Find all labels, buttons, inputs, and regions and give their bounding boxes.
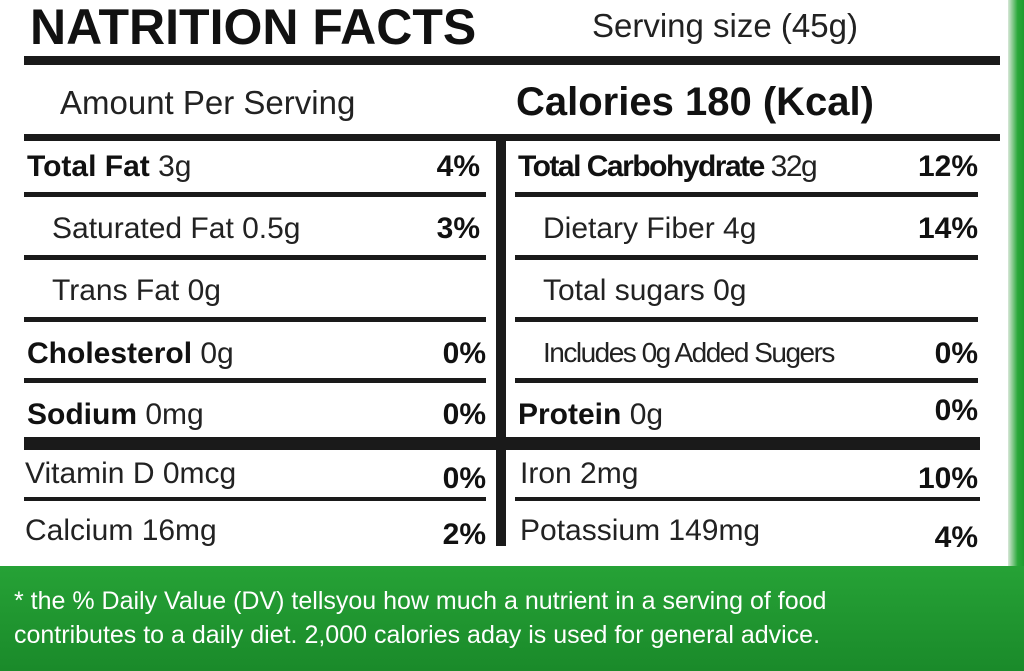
- row-rule: [515, 192, 978, 197]
- vitamin-d-row: Vitamin D 0mcg: [25, 457, 237, 490]
- footer-banner: [0, 566, 1024, 671]
- protein-row: Protein 0g: [518, 400, 663, 430]
- label-title: NATRITION FACTS: [30, 0, 477, 55]
- total-fat-amount: 3g: [149, 150, 192, 183]
- total-fat-row: Total Fat 3g: [27, 152, 192, 182]
- green-edge: [1008, 0, 1024, 566]
- calcium-row: Calcium 16mg: [25, 514, 217, 547]
- iron-dv: 10%: [917, 462, 978, 495]
- protein-label: Protein: [518, 398, 622, 431]
- cholesterol-amount: 0g: [192, 337, 234, 370]
- calories-value: Calories 180 (Kcal): [516, 80, 874, 124]
- protein-dv: 0%: [934, 394, 978, 427]
- row-rule: [24, 192, 486, 197]
- total-carbohydrate-label: Total Carbohydrate: [518, 150, 765, 183]
- footer-note-line1: * the % Daily Value (DV) tellsyou how mu…: [14, 587, 827, 615]
- row-rule: [515, 317, 978, 322]
- sodium-dv: 0%: [442, 398, 486, 431]
- sodium-amount: 0mg: [137, 398, 204, 431]
- sodium-label: Sodium: [27, 398, 137, 431]
- potassium-row: Potassium 149mg: [520, 514, 761, 547]
- column-divider-lower: [496, 450, 506, 546]
- trans-fat-row: Trans Fat 0g: [52, 274, 221, 307]
- cholesterol-dv: 0%: [442, 337, 486, 370]
- header-rule: [24, 56, 1000, 65]
- row-rule: [515, 255, 978, 260]
- saturated-fat-dv: 3%: [436, 212, 480, 245]
- cholesterol-label: Cholesterol: [27, 337, 193, 370]
- row-rule: [24, 317, 486, 322]
- amount-per-serving: Amount Per Serving: [60, 84, 356, 121]
- row-rule: [515, 378, 978, 383]
- minerals-rule: [24, 437, 980, 450]
- calcium-dv: 2%: [442, 518, 486, 551]
- column-divider-upper: [496, 141, 506, 437]
- added-sugars-dv: 0%: [934, 337, 978, 370]
- row-rule: [515, 497, 980, 501]
- cholesterol-row: Cholesterol 0g: [27, 339, 234, 369]
- iron-row: Iron 2mg: [520, 457, 639, 490]
- row-rule: [24, 497, 486, 501]
- total-carbohydrate-dv: 12%: [917, 150, 978, 183]
- total-sugars-row: Total sugars 0g: [543, 274, 747, 307]
- calories-rule: [24, 134, 1000, 141]
- added-sugars-row: Includes 0g Added Sugers: [543, 337, 835, 368]
- dietary-fiber-dv: 14%: [917, 212, 978, 245]
- total-fat-label: Total Fat: [27, 150, 150, 183]
- total-fat-dv: 4%: [436, 150, 480, 183]
- protein-amount: 0g: [621, 398, 664, 431]
- serving-size: Serving size (45g): [592, 7, 858, 44]
- total-carbohydrate-amount: 32g: [763, 150, 818, 183]
- saturated-fat-row: Saturated Fat 0.5g: [52, 212, 301, 245]
- dietary-fiber-row: Dietary Fiber 4g: [543, 212, 757, 245]
- sodium-row: Sodium 0mg: [27, 400, 204, 430]
- row-rule: [24, 255, 486, 260]
- total-carbohydrate-row: Total Carbohydrate 32g: [518, 150, 818, 183]
- vitamin-d-dv: 0%: [442, 462, 486, 495]
- potassium-dv: 4%: [934, 521, 978, 554]
- row-rule: [24, 378, 486, 383]
- footer-note-line2: contributes to a daily diet. 2,000 calor…: [14, 621, 821, 649]
